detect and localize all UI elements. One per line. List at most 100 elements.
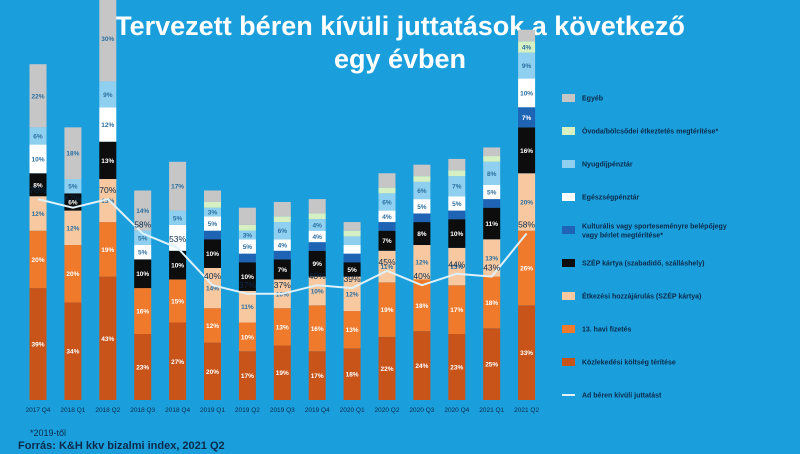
bar-segment — [378, 173, 396, 188]
chart-title-line-2: egy évben — [333, 44, 467, 74]
bar-data-label: 4% — [312, 222, 322, 229]
bar-segment — [238, 207, 256, 225]
bar-segment — [483, 239, 501, 277]
bar-segment — [273, 259, 291, 280]
bar-data-label: 19% — [101, 247, 114, 254]
bar-segment — [483, 328, 501, 400]
bar-data-label: 43% — [101, 336, 114, 343]
legend-swatch — [562, 94, 575, 102]
bar-segment — [273, 345, 291, 400]
bar-data-label: 15% — [171, 298, 184, 305]
bar-data-label: 5% — [138, 250, 148, 257]
bar-data-label: 12% — [31, 211, 44, 218]
x-tick-label: 2019 Q4 — [305, 407, 330, 414]
bar-segment — [99, 0, 117, 82]
bar-data-label: 5% — [138, 235, 148, 242]
bar-data-label: 23% — [136, 364, 149, 371]
bar-segment — [413, 181, 431, 200]
bar-segment — [483, 161, 501, 185]
bar-segment — [308, 351, 326, 400]
line-data-label: 58% — [134, 220, 151, 230]
bar-data-label: 22% — [31, 93, 44, 100]
x-tick-label: 2019 Q2 — [235, 407, 260, 414]
bar-data-label: 22% — [380, 366, 393, 373]
bar-data-label: 10% — [241, 274, 254, 281]
bar-data-label: 27% — [171, 359, 184, 366]
bar-segment — [273, 222, 291, 240]
bar-data-label: 30% — [101, 36, 114, 43]
bar-data-label: 4% — [382, 214, 392, 221]
bar-data-label: 12% — [66, 225, 79, 232]
bar-data-label: 10% — [311, 288, 324, 295]
bar-data-label: 10% — [136, 271, 149, 278]
bar-data-label: 12% — [346, 291, 359, 298]
bar-data-label: 7% — [452, 184, 462, 191]
x-tick-label: 2018 Q3 — [130, 407, 155, 414]
bar-segment — [343, 253, 361, 263]
bar-data-label: 10% — [31, 156, 44, 163]
bar-segment — [29, 127, 47, 145]
bar-data-label: 18% — [346, 372, 359, 379]
bar-data-label: 34% — [66, 349, 79, 356]
bar-segment — [273, 250, 291, 260]
bar-data-label: 12% — [415, 260, 428, 267]
bar-segment — [413, 164, 431, 177]
bar-data-label: 14% — [206, 286, 219, 293]
bar-segment — [308, 230, 326, 243]
bar-segment — [273, 308, 291, 346]
bar-data-label: 5% — [68, 184, 78, 191]
line-series-layer: 70% 67% 70% 58% 53% 40% 37% 37% 40% 39% 45% 40% 44% 4… — [29, 185, 536, 295]
bar-segment — [343, 230, 361, 237]
bar-segment — [413, 222, 431, 246]
bar-data-label: 6% — [278, 228, 288, 235]
legend-label: 13. havi fizetés — [582, 327, 632, 334]
bar-segment — [238, 253, 256, 263]
bar-segment — [413, 213, 431, 223]
bar-data-label: 15% — [101, 198, 114, 205]
x-tick-label: 2021 Q2 — [514, 407, 539, 414]
bar-data-label: 7% — [522, 115, 532, 122]
bar-segment — [343, 222, 361, 231]
bar-segment — [308, 250, 326, 277]
bar-segment — [378, 250, 396, 283]
x-tick-label: 2020 Q4 — [444, 407, 469, 414]
legend-label: SZÉP kártya (szabadidő, szálláshely) — [582, 259, 704, 268]
bar-data-label: 24% — [415, 363, 428, 370]
bar-segment — [518, 230, 536, 306]
bar-segment — [378, 193, 396, 211]
bar-segment — [483, 207, 501, 240]
bar-data-label: 11% — [485, 221, 498, 228]
bars-layer — [29, 0, 536, 400]
bar-segment — [518, 41, 536, 53]
bar-segment — [204, 267, 221, 309]
bar-segment — [413, 279, 431, 332]
legend-swatch — [562, 127, 575, 135]
bar-segment — [238, 290, 256, 323]
bar-data-label: 16% — [520, 148, 533, 155]
line-data-label: 53% — [169, 234, 186, 244]
bar-segment — [99, 81, 117, 108]
bar-segment — [483, 147, 501, 157]
bar-segment — [64, 127, 82, 180]
bar-segment — [169, 210, 187, 225]
bar-segment — [204, 239, 221, 268]
bar-segment — [413, 199, 431, 214]
bar-segment — [308, 219, 326, 231]
bar-segment — [518, 78, 536, 108]
bar-segment — [204, 230, 221, 240]
legend-swatch — [562, 193, 575, 201]
bar-segment — [134, 288, 152, 334]
x-tick-label: 2020 Q2 — [375, 407, 400, 414]
bar-segment — [413, 176, 431, 182]
bar-segment — [99, 222, 117, 277]
bar-segment — [99, 141, 117, 180]
line-data-label: 40% — [309, 271, 326, 281]
bar-data-label: 4% — [312, 234, 322, 241]
bar-segment — [448, 158, 466, 171]
bar-data-label: 17% — [171, 184, 184, 191]
bar-segment — [238, 262, 256, 291]
bar-data-label: 12% — [101, 122, 114, 129]
bar-segment — [448, 176, 466, 197]
bar-data-label: 33% — [520, 350, 533, 357]
source-note: Forrás: K&H kkv bizalmi index, 2021 Q2 — [18, 440, 225, 452]
